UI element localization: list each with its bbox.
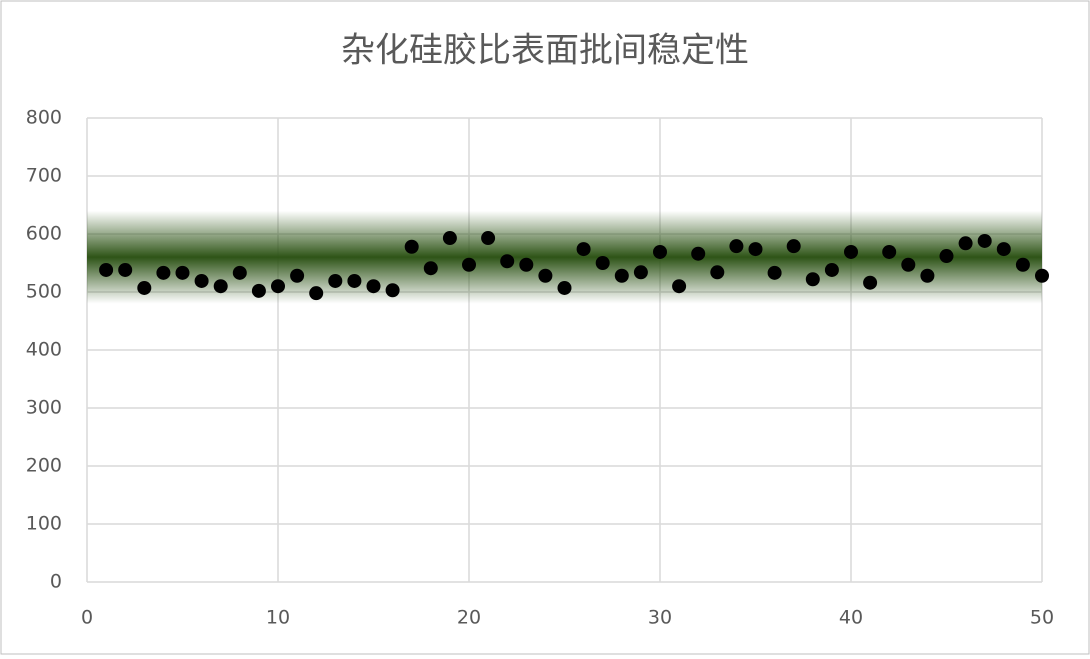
point xyxy=(194,273,209,288)
point xyxy=(481,231,496,246)
point xyxy=(156,265,171,280)
point xyxy=(633,265,648,280)
y-tick-label: 800 xyxy=(26,107,62,129)
y-tick-label: 200 xyxy=(26,455,62,477)
point xyxy=(309,286,324,301)
x-tick-label: 50 xyxy=(1030,607,1054,629)
point xyxy=(958,236,973,251)
point xyxy=(691,246,706,261)
point xyxy=(939,249,954,264)
point xyxy=(576,242,591,257)
point xyxy=(920,268,935,283)
point xyxy=(996,242,1011,257)
point xyxy=(863,275,878,290)
point xyxy=(1035,268,1049,283)
point xyxy=(442,231,457,246)
point xyxy=(99,262,114,277)
point xyxy=(557,280,572,295)
point xyxy=(653,244,667,259)
point xyxy=(824,262,839,277)
point xyxy=(977,233,992,248)
y-tick-label: 100 xyxy=(26,513,62,535)
point xyxy=(805,272,820,287)
y-tick-label: 300 xyxy=(26,397,62,419)
y-tick-label: 500 xyxy=(26,281,62,303)
point xyxy=(423,261,438,276)
point xyxy=(595,256,610,270)
point xyxy=(1015,257,1030,272)
x-tick-label: 10 xyxy=(266,607,290,629)
point xyxy=(271,279,285,294)
point xyxy=(901,257,916,272)
point xyxy=(328,273,343,288)
point xyxy=(519,257,534,272)
x-tick-label: 30 xyxy=(648,607,672,629)
point xyxy=(366,279,381,294)
point xyxy=(213,279,228,294)
point xyxy=(729,239,744,254)
point xyxy=(137,280,152,295)
point xyxy=(175,265,190,280)
point xyxy=(118,262,133,277)
chart-title: 杂化硅胶比表面批间稳定性 xyxy=(341,31,749,71)
point xyxy=(500,254,515,269)
y-tick-label: 0 xyxy=(50,571,62,593)
point xyxy=(538,268,553,283)
y-tick-label: 700 xyxy=(26,165,62,187)
point xyxy=(385,283,400,298)
point xyxy=(614,268,629,283)
point xyxy=(844,244,858,259)
point xyxy=(882,244,897,259)
point xyxy=(251,283,266,298)
point xyxy=(786,239,801,254)
x-tick-label: 0 xyxy=(81,607,93,629)
point xyxy=(232,265,247,280)
point xyxy=(672,279,687,294)
point xyxy=(347,273,362,288)
point xyxy=(710,265,725,280)
point xyxy=(404,239,419,254)
point xyxy=(290,268,305,283)
y-tick-label: 400 xyxy=(26,339,62,361)
point xyxy=(767,265,782,280)
x-tick-label: 20 xyxy=(457,607,481,629)
point xyxy=(748,242,763,257)
point xyxy=(462,257,476,272)
y-tick-label: 600 xyxy=(26,223,62,245)
x-tick-label: 40 xyxy=(839,607,863,629)
